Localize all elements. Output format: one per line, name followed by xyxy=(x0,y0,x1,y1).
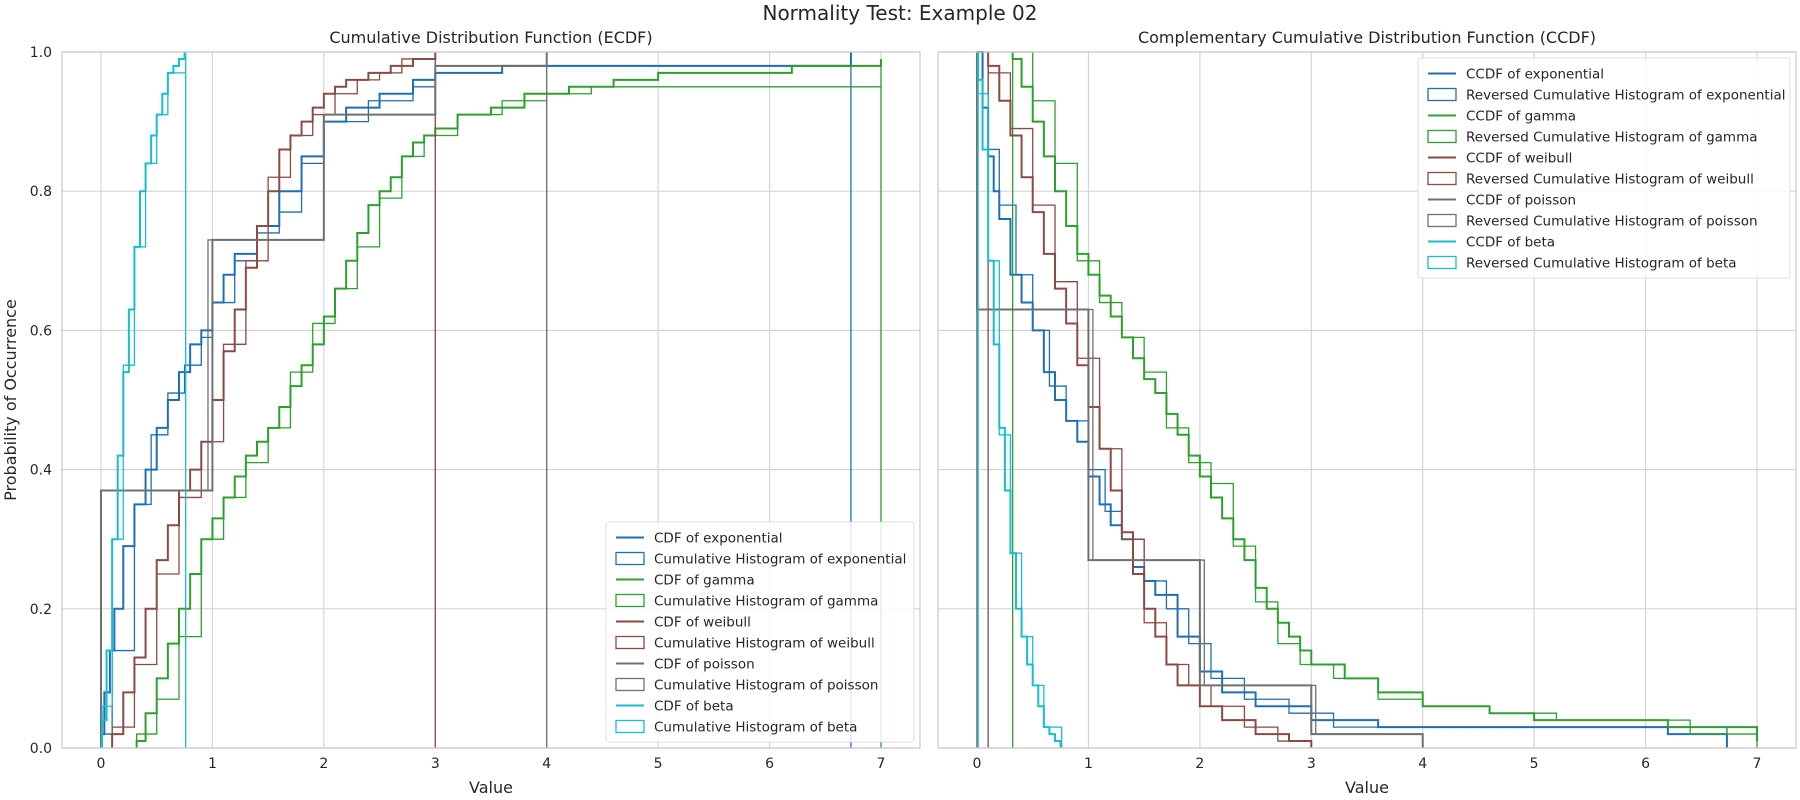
x-tick-label: 6 xyxy=(1641,756,1650,772)
x-tick-label: 1 xyxy=(208,756,217,772)
ccdf-panel: 0 1 2 3 4 5 6 7 Complementary Cumulative Distrib… xyxy=(937,28,1797,797)
y-tick-label: 0.4 xyxy=(30,463,52,479)
legend-label-reversed-cumulative-histogram-of-gamma: Reversed Cumulative Histogram of gamma xyxy=(1466,130,1758,146)
legend-label-cdf-of-beta: CDF of beta xyxy=(654,699,734,715)
series-cumulative-histogram-of-poisson xyxy=(100,52,548,748)
series-reversed-cumulative-histogram-of-weibull xyxy=(987,52,1312,748)
series-ccdf-of-weibull xyxy=(987,52,1313,748)
legend-label-ccdf-of-exponential: CCDF of exponential xyxy=(1466,67,1604,83)
x-tick-label: 7 xyxy=(1753,756,1762,772)
x-tick-label: 2 xyxy=(319,756,328,772)
legend-label-cdf-of-poisson: CDF of poisson xyxy=(654,657,755,673)
series-ccdf-of-exponential xyxy=(977,51,1728,748)
axes-frame xyxy=(937,51,1797,749)
legend-label-cumulative-histogram-of-gamma: Cumulative Histogram of gamma xyxy=(654,594,878,610)
x-tick-label: 1 xyxy=(1084,756,1093,772)
series-group xyxy=(976,51,1758,748)
y-axis-label: Probability of Occurrence xyxy=(1,299,20,501)
legend: CCDF of exponential Reversed Cumulative H… xyxy=(1417,57,1791,279)
axes-frame xyxy=(61,51,921,749)
x-tick-label: 3 xyxy=(431,756,440,772)
x-tick-label: 4 xyxy=(542,756,551,772)
legend-swatch-cumulative-histogram-of-weibull xyxy=(615,635,645,650)
figure-suptitle: Normality Test: Example 02 xyxy=(762,1,1037,25)
x-tick-label: 6 xyxy=(765,756,774,772)
legend-label-reversed-cumulative-histogram-of-poisson: Reversed Cumulative Histogram of poisson xyxy=(1466,214,1758,230)
series-reversed-cumulative-histogram-of-beta xyxy=(977,52,1063,748)
y-tick-label: 0.0 xyxy=(30,741,52,757)
y-tick-label: 0.8 xyxy=(30,184,52,200)
legend-label-ccdf-of-beta: CCDF of beta xyxy=(1466,235,1555,251)
legend-swatch-cumulative-histogram-of-gamma xyxy=(615,593,645,608)
legend-label-cumulative-histogram-of-poisson: Cumulative Histogram of poisson xyxy=(654,678,878,694)
axes-title: Complementary Cumulative Distribution Fu… xyxy=(1138,28,1596,47)
x-tick-label: 3 xyxy=(1307,756,1316,772)
series-reversed-cumulative-histogram-of-gamma xyxy=(1012,51,1758,748)
series-cumulative-histogram-of-exponential xyxy=(100,52,852,748)
x-tick-label: 4 xyxy=(1418,756,1427,772)
legend-swatch-cumulative-histogram-of-poisson xyxy=(615,677,645,692)
legend-swatch-reversed-cumulative-histogram-of-gamma xyxy=(1427,129,1457,144)
series-cumulative-histogram-of-gamma xyxy=(136,58,882,748)
axes-title: Cumulative Distribution Function (ECDF) xyxy=(329,28,652,47)
legend-label-reversed-cumulative-histogram-of-exponential: Reversed Cumulative Histogram of exponen… xyxy=(1466,88,1785,104)
legend-swatch-reversed-cumulative-histogram-of-exponential xyxy=(1427,87,1457,102)
x-axis-label: Value xyxy=(1345,778,1389,797)
x-axis-label: Value xyxy=(469,778,513,797)
legend-label-reversed-cumulative-histogram-of-beta: Reversed Cumulative Histogram of beta xyxy=(1466,256,1737,272)
legend-box xyxy=(605,521,915,743)
legend-label-reversed-cumulative-histogram-of-weibull: Reversed Cumulative Histogram of weibull xyxy=(1466,172,1754,188)
legend-swatch-cumulative-histogram-of-exponential xyxy=(615,551,645,566)
x-tick-label: 5 xyxy=(1530,756,1539,772)
legend-label-cdf-of-exponential: CDF of exponential xyxy=(654,531,783,547)
legend-swatch-reversed-cumulative-histogram-of-poisson xyxy=(1427,213,1457,228)
legend-swatch-reversed-cumulative-histogram-of-beta xyxy=(1427,255,1457,270)
series-cdf-of-weibull xyxy=(111,52,437,748)
legend-swatch-reversed-cumulative-histogram-of-weibull xyxy=(1427,171,1457,186)
legend-label-cdf-of-weibull: CDF of weibull xyxy=(654,615,751,631)
x-tick-label: 7 xyxy=(877,756,886,772)
legend: CDF of exponential Cumulative Histogram o… xyxy=(605,521,915,743)
x-tick-label: 0 xyxy=(97,756,106,772)
y-tick-label: 0.2 xyxy=(30,602,52,618)
series-reversed-cumulative-histogram-of-poisson xyxy=(976,52,1424,748)
legend-label-cumulative-histogram-of-exponential: Cumulative Histogram of exponential xyxy=(654,552,906,568)
legend-label-ccdf-of-weibull: CCDF of weibull xyxy=(1466,151,1572,167)
x-tick-label: 5 xyxy=(654,756,663,772)
legend-label-cumulative-histogram-of-weibull: Cumulative Histogram of weibull xyxy=(654,636,875,652)
legend-box xyxy=(1417,57,1791,279)
y-tick-label: 0.6 xyxy=(30,323,52,339)
legend-label-cumulative-histogram-of-beta: Cumulative Histogram of beta xyxy=(654,720,857,736)
ecdf-panel: 0 1 2 3 4 5 6 7 0.0 0.2 0.4 0.6 0.8 1.0 Cumulative Dis… xyxy=(1,28,921,797)
x-tick-label: 2 xyxy=(1195,756,1204,772)
series-cdf-of-gamma xyxy=(135,58,882,748)
y-tick-label: 1.0 xyxy=(30,45,52,61)
series-cumulative-histogram-of-weibull xyxy=(111,52,436,748)
legend-label-cdf-of-gamma: CDF of gamma xyxy=(654,573,755,589)
x-tick-label: 0 xyxy=(973,756,982,772)
legend-label-ccdf-of-poisson: CCDF of poisson xyxy=(1466,193,1576,209)
legend-label-ccdf-of-gamma: CCDF of gamma xyxy=(1466,109,1576,125)
series-group xyxy=(100,52,882,748)
legend-swatch-cumulative-histogram-of-beta xyxy=(615,719,645,734)
series-cumulative-histogram-of-beta xyxy=(101,52,187,748)
